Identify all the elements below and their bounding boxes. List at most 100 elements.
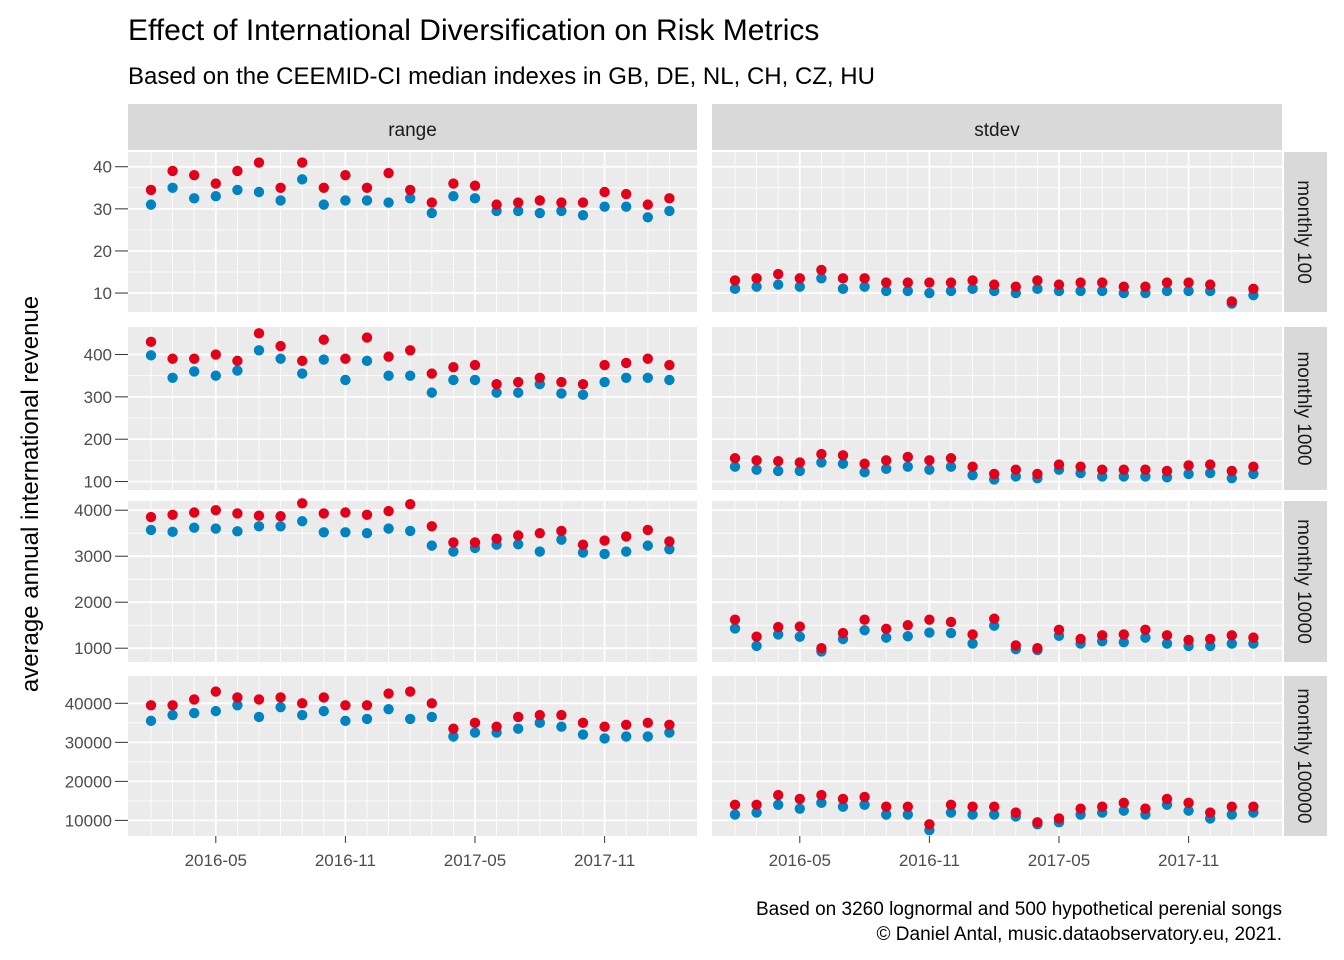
- data-point-blue: [383, 197, 394, 208]
- data-point-red: [318, 334, 329, 345]
- data-point-red: [642, 717, 653, 729]
- data-point-red: [881, 455, 892, 466]
- data-point-red: [167, 700, 178, 711]
- facet-strip-row-0: [1284, 152, 1327, 312]
- data-point-blue: [469, 193, 481, 204]
- data-point-blue: [556, 205, 567, 217]
- data-point-red: [361, 182, 373, 193]
- data-point-blue: [859, 281, 870, 292]
- data-point-red: [232, 355, 243, 367]
- data-point-red: [556, 376, 567, 388]
- facet-strip-label-stdev: stdev: [974, 120, 1020, 141]
- data-point-blue: [902, 631, 913, 642]
- data-point-red: [1183, 277, 1194, 288]
- data-point-blue: [361, 355, 373, 367]
- data-point-blue: [794, 803, 805, 814]
- data-point-red: [577, 197, 589, 208]
- data-point-red: [967, 461, 978, 472]
- data-point-red: [145, 700, 157, 711]
- x-tick-label: 2016-11: [899, 851, 960, 870]
- data-point-blue: [448, 374, 459, 386]
- data-point-blue: [902, 461, 913, 472]
- y-tick-label: 40: [93, 158, 112, 177]
- data-point-red: [729, 614, 741, 625]
- data-point-red: [1248, 632, 1259, 643]
- chart-title: Effect of International Diversification …: [128, 14, 819, 47]
- data-point-blue: [513, 723, 524, 734]
- data-point-red: [621, 719, 632, 730]
- data-point-red: [816, 264, 827, 276]
- x-tick-label: 2017-11: [574, 851, 635, 870]
- data-point-red: [253, 328, 265, 339]
- panel-range-row-0: [128, 152, 697, 312]
- data-point-red: [318, 508, 329, 519]
- data-point-red: [448, 723, 459, 734]
- data-point-red: [989, 468, 1000, 480]
- data-point-red: [448, 537, 459, 548]
- data-point-blue: [577, 729, 589, 740]
- data-point-blue: [361, 528, 373, 539]
- data-point-red: [1140, 803, 1151, 814]
- data-point-red: [1032, 468, 1043, 480]
- data-point-red: [816, 789, 827, 801]
- panel-background: [128, 676, 697, 836]
- data-point-blue: [1183, 468, 1194, 480]
- data-point-red: [837, 273, 849, 284]
- facet-strip-row-3: [1284, 676, 1327, 836]
- x-tick-label: 2016-05: [185, 851, 247, 870]
- data-point-blue: [773, 799, 784, 810]
- data-point-blue: [859, 799, 870, 810]
- data-point-blue: [1183, 805, 1194, 816]
- data-point-red: [577, 378, 589, 390]
- data-point-blue: [751, 281, 762, 292]
- data-point-blue: [729, 461, 741, 472]
- data-point-blue: [1161, 285, 1173, 297]
- data-point-blue: [967, 809, 978, 820]
- data-point-blue: [902, 285, 913, 297]
- data-point-blue: [448, 731, 459, 742]
- data-point-blue: [816, 457, 827, 468]
- data-point-blue: [340, 715, 351, 727]
- data-point-red: [1053, 624, 1065, 635]
- data-point-red: [210, 349, 221, 360]
- data-point-red: [967, 275, 978, 286]
- data-point-red: [1226, 801, 1238, 812]
- data-point-red: [340, 353, 351, 364]
- data-point-red: [621, 531, 632, 542]
- data-point-red: [621, 357, 632, 369]
- data-point-red: [1118, 281, 1130, 292]
- data-point-blue: [577, 547, 589, 558]
- data-point-red: [1226, 296, 1238, 307]
- data-point-red: [297, 157, 308, 168]
- data-point-blue: [621, 201, 632, 212]
- data-point-red: [902, 277, 913, 288]
- data-point-red: [642, 353, 653, 364]
- data-point-blue: [275, 521, 286, 532]
- data-point-blue: [881, 285, 892, 297]
- data-point-blue: [902, 809, 913, 820]
- data-point-red: [448, 362, 459, 373]
- data-point-red: [361, 509, 373, 520]
- data-point-red: [621, 188, 632, 200]
- data-point-red: [1161, 277, 1173, 288]
- y-tick-label: 10000: [65, 811, 112, 830]
- data-point-red: [599, 535, 610, 546]
- data-point-red: [513, 530, 524, 541]
- data-point-red: [1140, 281, 1151, 292]
- data-point-blue: [1226, 809, 1238, 820]
- data-point-blue: [426, 711, 437, 723]
- data-point-blue: [967, 469, 978, 481]
- data-point-red: [469, 537, 481, 548]
- data-point-blue: [318, 199, 329, 210]
- data-point-blue: [621, 731, 632, 742]
- data-point-red: [1140, 624, 1151, 635]
- data-point-blue: [513, 539, 524, 550]
- data-point-red: [405, 184, 416, 196]
- data-point-blue: [881, 809, 892, 820]
- data-point-red: [1097, 630, 1108, 641]
- data-point-blue: [621, 546, 632, 557]
- data-point-blue: [189, 366, 200, 377]
- data-point-red: [837, 627, 849, 639]
- data-point-red: [1161, 465, 1173, 477]
- data-point-red: [729, 799, 741, 810]
